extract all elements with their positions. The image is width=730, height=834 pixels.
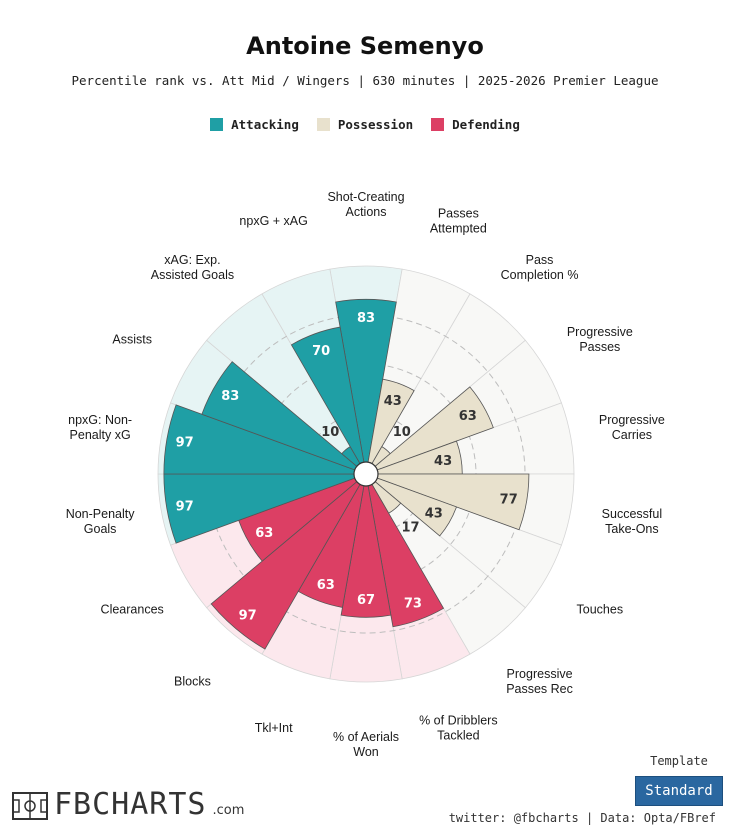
template-button[interactable]: Standard [635, 776, 723, 806]
legend-swatch-defending [431, 118, 445, 131]
value-label: 83 [221, 389, 239, 404]
center-hub [353, 461, 379, 487]
value-label: 10 [321, 425, 339, 440]
value-label: 83 [357, 311, 375, 326]
fbcharts-logo: FBCHARTS .com [12, 790, 244, 820]
value-label: 67 [357, 593, 375, 608]
value-label: 73 [404, 596, 422, 611]
chart-subtitle: Percentile rank vs. Att Mid / Wingers | … [71, 73, 659, 88]
category-label: Tkl+Int [255, 721, 293, 735]
value-label: 43 [434, 454, 452, 469]
category-label: xAG: Exp. Assisted Goals [151, 253, 234, 282]
category-label: npxG: Non-Penalty xG [68, 413, 132, 442]
category-label: Progressive Carries [599, 413, 665, 442]
category-label: Passes Attempted [430, 206, 487, 235]
value-label: 70 [312, 344, 330, 359]
legend-item-attacking: Attacking [210, 117, 299, 132]
logo-suffix: .com [212, 803, 245, 818]
category-label: Blocks [174, 674, 211, 688]
value-label: 97 [176, 499, 194, 514]
legend-swatch-attacking [210, 118, 224, 131]
value-label: 10 [393, 425, 411, 440]
category-label: Touches [577, 603, 624, 617]
value-label: 97 [239, 609, 257, 624]
pitch-icon [12, 792, 48, 820]
value-label: 43 [384, 394, 402, 409]
page-title: Antoine Semenyo [246, 32, 484, 60]
category-label: Progressive Passes [567, 325, 633, 354]
value-label: 77 [500, 493, 518, 508]
legend-item-defending: Defending [431, 117, 520, 132]
category-label: Clearances [101, 603, 164, 617]
value-label: 17 [402, 521, 420, 536]
legend-label-possession: Possession [337, 117, 414, 132]
template-label: Template [650, 754, 708, 768]
value-label: 43 [425, 507, 443, 522]
legend-swatch-possession [316, 118, 330, 131]
category-label: Pass Completion % [501, 253, 579, 282]
category-label: Shot-Creating Actions [327, 190, 404, 219]
category-label: Successful Take-Ons [602, 507, 662, 536]
category-label: % of Aerials Won [333, 730, 399, 759]
data-credit: twitter: @fbcharts | Data: Opta/FBref [448, 811, 716, 825]
value-label: 63 [317, 578, 335, 593]
category-label: npxG + xAG [239, 214, 307, 228]
category-label: % of Dribblers Tackled [419, 714, 498, 743]
legend-label-defending: Defending [452, 117, 520, 132]
value-label: 63 [255, 526, 273, 541]
category-label: Progressive Passes Rec [506, 667, 573, 696]
legend: Attacking Possession Defending [0, 117, 730, 132]
category-label: Non-Penalty Goals [66, 507, 136, 536]
legend-label-attacking: Attacking [231, 117, 299, 132]
logo-wordmark: FBCHARTS [54, 787, 207, 822]
value-label: 63 [459, 409, 477, 424]
value-label: 97 [176, 436, 194, 451]
category-label: Assists [112, 333, 152, 347]
legend-item-possession: Possession [316, 117, 414, 132]
